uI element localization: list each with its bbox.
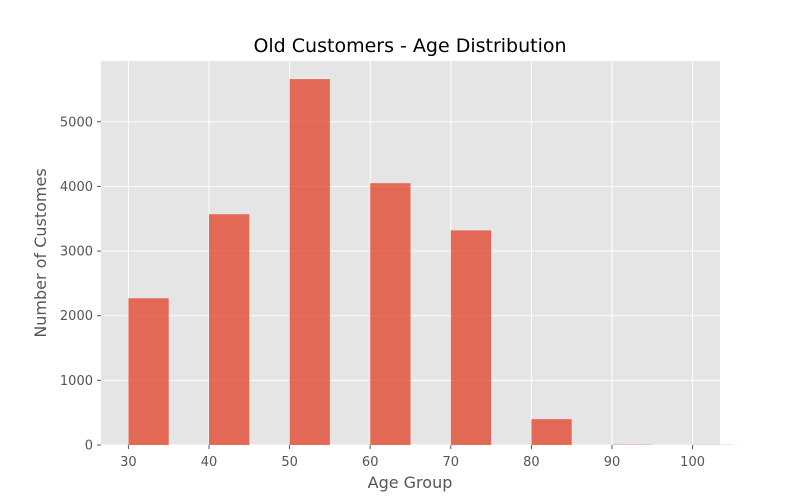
bar: [370, 183, 411, 445]
x-tick-label: 70: [443, 455, 460, 470]
x-axis-ticks: 30 40 50 60 70 80 90 100: [120, 445, 705, 470]
y-tick-label: 0: [85, 439, 93, 454]
x-tick-label: 100: [680, 455, 705, 470]
x-tick-label: 50: [281, 455, 298, 470]
x-tick-label: 80: [523, 455, 540, 470]
y-tick-label: 4000: [60, 180, 93, 195]
bar: [289, 79, 330, 445]
y-axis-title: Number of Customes: [31, 168, 50, 337]
bar: [531, 419, 572, 445]
bar: [450, 230, 492, 445]
x-tick-label: 40: [201, 455, 218, 470]
y-axis-ticks: 0 1000 2000 3000 4000 5000: [60, 115, 101, 454]
y-tick-label: 3000: [60, 245, 93, 260]
bars: [128, 79, 733, 445]
bar: [128, 298, 169, 445]
y-tick-label: 1000: [60, 374, 93, 389]
chart-title: Old Customers - Age Distribution: [253, 35, 566, 57]
x-axis-title: Age Group: [368, 473, 453, 492]
x-tick-label: 60: [362, 455, 379, 470]
bar: [209, 214, 250, 445]
x-tick-label: 30: [120, 455, 137, 470]
x-tick-label: 90: [604, 455, 621, 470]
y-tick-label: 5000: [60, 115, 93, 130]
y-tick-label: 2000: [60, 309, 93, 324]
